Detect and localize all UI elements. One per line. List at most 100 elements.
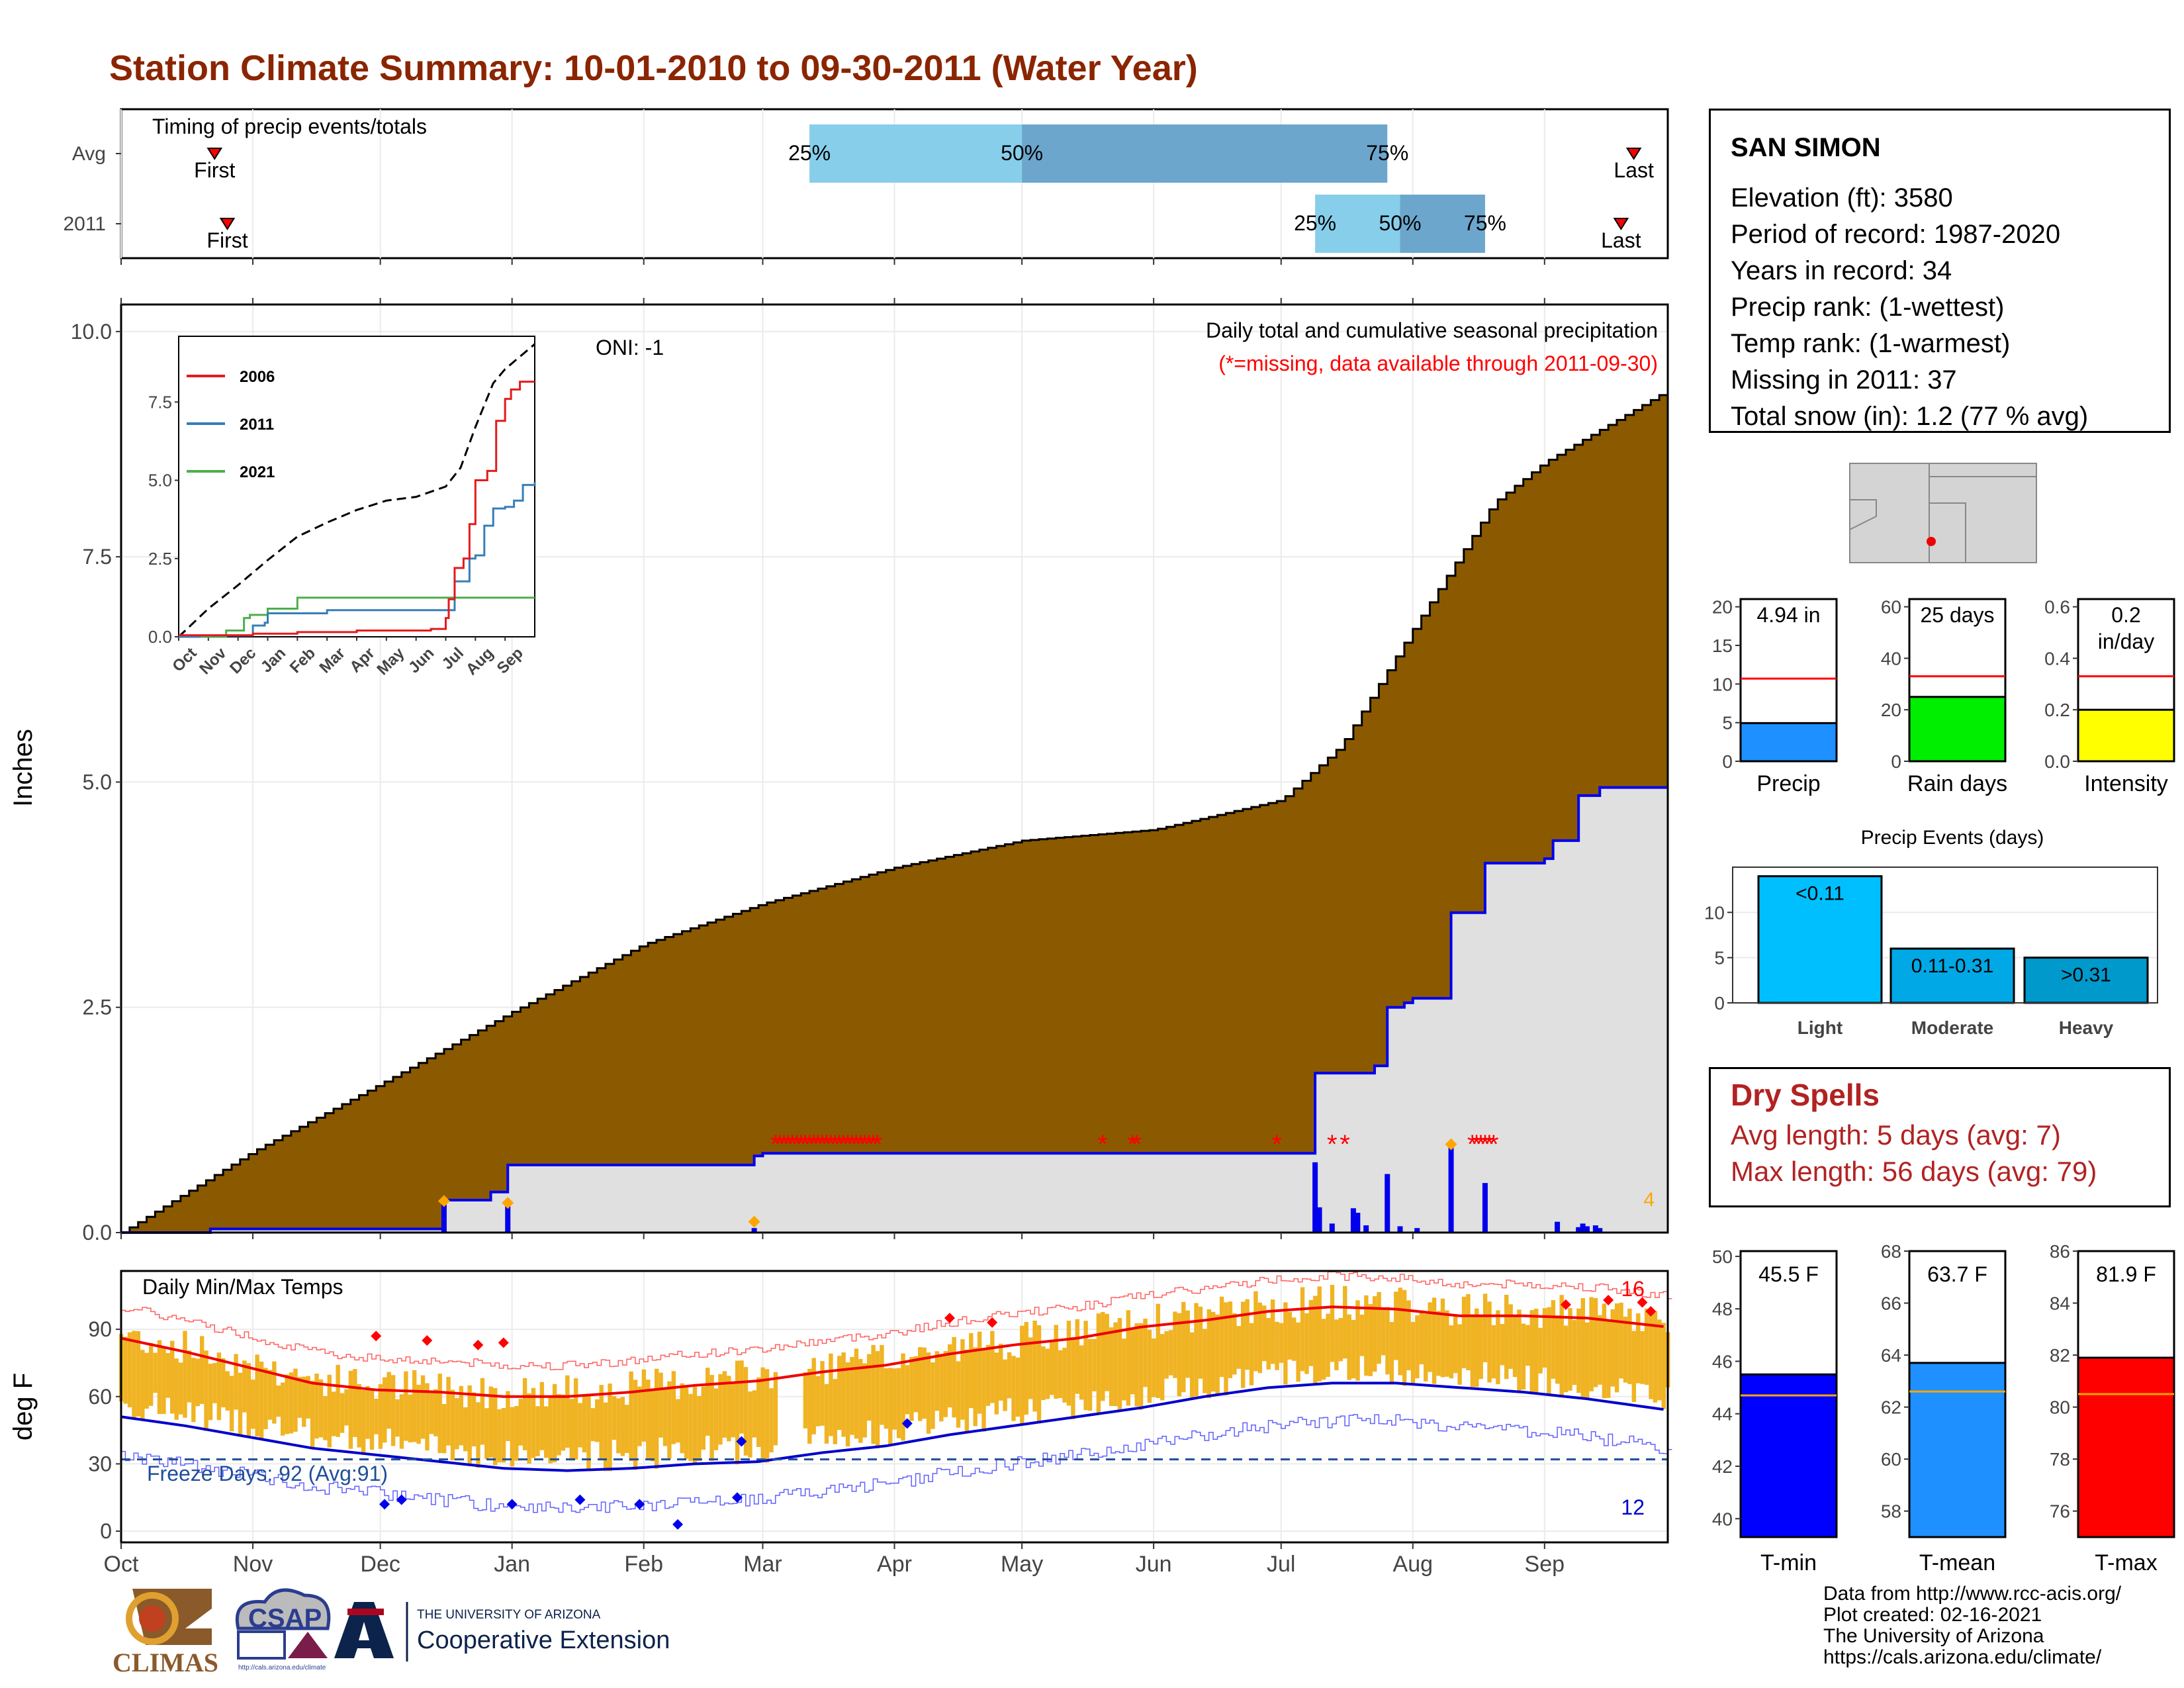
missing-day-marker: * — [783, 1130, 794, 1159]
daily-temp-range-bar — [999, 1343, 1003, 1401]
daily-temp-range-bar — [1449, 1325, 1453, 1379]
daily-temp-range-bar — [1164, 1331, 1169, 1379]
daily-temp-range-bar — [476, 1402, 480, 1468]
daily-temp-range-bar — [1083, 1321, 1088, 1411]
inset-legend-label: 2006 — [240, 368, 275, 386]
daily-temp-range-bar — [276, 1385, 281, 1417]
daily-precip-bar — [1355, 1213, 1361, 1233]
daily-precip-bar — [1350, 1208, 1356, 1233]
tmin-gauge-axis-label: T-min — [1760, 1550, 1817, 1575]
missing-day-marker: * — [868, 1130, 879, 1159]
daily-temp-range-bar — [960, 1339, 965, 1420]
daily-temp-range-bar — [1279, 1323, 1284, 1363]
daily-temp-range-bar — [981, 1350, 986, 1432]
daily-temp-range-bar — [1661, 1323, 1666, 1409]
daily-temp-range-bar — [896, 1368, 901, 1438]
daily-temp-range-bar — [437, 1374, 442, 1454]
missing-day-marker: * — [1488, 1130, 1499, 1159]
daily-temp-range-bar — [259, 1361, 264, 1439]
daily-temp-range-bar — [1101, 1312, 1105, 1401]
daily-temp-range-bar — [871, 1344, 876, 1444]
daily-temp-range-bar — [165, 1352, 171, 1398]
daily-temp-range-bar — [866, 1354, 872, 1421]
intensity-gauge-tick-label: 0.2 — [2044, 700, 2070, 720]
record-high-marker — [371, 1331, 382, 1342]
daily-temp-range-bar — [1308, 1299, 1314, 1366]
daily-temp-range-bar — [833, 1379, 838, 1444]
csap-url: http://cals.arizona.edu/climate — [238, 1664, 326, 1671]
missing-day-marker: * — [796, 1130, 806, 1159]
daily-temp-range-bar — [336, 1364, 340, 1437]
station-name: SAN SIMON — [1731, 133, 1881, 162]
dry-spells-box: Dry Spells Avg length: 5 days (avg: 7) M… — [1709, 1067, 2171, 1207]
record-high-line — [121, 1271, 1672, 1370]
daily-temp-range-bar — [1504, 1294, 1509, 1380]
intensity-gauge-tick-label: 0.4 — [2044, 648, 2070, 669]
daily-temp-range-bar — [522, 1378, 527, 1450]
daily-precip-bar — [751, 1228, 757, 1233]
climas-logo: CLIMAS — [113, 1589, 218, 1675]
station-location-dot — [1927, 537, 1936, 546]
daily-temp-range-bar — [1249, 1323, 1254, 1385]
logos: CLIMAS CSAP http://cals.arizona.edu/clim… — [113, 1588, 670, 1675]
daily-temp-range-bar — [314, 1374, 319, 1439]
daily-temp-range-bar — [1568, 1308, 1572, 1391]
daily-temp-range-bar — [1109, 1327, 1114, 1406]
daily-temp-range-bar — [1436, 1311, 1441, 1376]
daily-temp-range-bar — [484, 1408, 489, 1460]
daily-temp-range-bar — [1015, 1357, 1021, 1417]
daily-temp-range-bar — [1479, 1317, 1483, 1380]
daily-temp-range-bar — [1614, 1303, 1619, 1393]
daily-temp-range-bar — [221, 1358, 226, 1407]
daily-temp-range-bar — [1649, 1311, 1653, 1399]
daily-temp-range-bar — [1330, 1285, 1335, 1362]
daily-temp-range-bar — [659, 1372, 663, 1438]
daily-temp-range-bar — [187, 1350, 192, 1403]
intensity-gauge-tick-label: 0.6 — [2044, 597, 2070, 618]
missing-day-marker: * — [792, 1130, 802, 1159]
daily-temp-range-bar — [1020, 1325, 1024, 1426]
daily-temp-range-bar — [1228, 1301, 1233, 1378]
daily-precip-bar — [1363, 1225, 1369, 1233]
daily-temp-range-bar — [518, 1399, 523, 1446]
record-low-marker — [506, 1499, 518, 1510]
precip-corner-count: 4 — [1643, 1189, 1655, 1211]
daily-temp-range-bar — [1240, 1301, 1246, 1388]
daily-temp-range-bar — [1466, 1294, 1471, 1370]
daily-temp-range-bar — [820, 1361, 825, 1426]
daily-temp-range-bar — [1606, 1319, 1611, 1398]
precip-total-gauge-tick-label: 5 — [1722, 713, 1733, 733]
daily-precip-bar — [1592, 1225, 1598, 1233]
station-period: Period of record: 1987-2020 — [1731, 220, 2061, 249]
daily-temp-range-bar — [480, 1378, 485, 1445]
daily-temp-range-bar — [1563, 1325, 1569, 1393]
intensity-gauge-bar — [2077, 708, 2175, 763]
missing-day-marker: * — [774, 1130, 785, 1159]
daily-temp-range-bar — [1257, 1302, 1263, 1374]
precip-y-tick-label: 0.0 — [83, 1221, 112, 1244]
timing-row-label: Avg — [72, 143, 106, 165]
rain-days-gauge-bar — [1908, 696, 2007, 763]
snow-marker — [502, 1197, 514, 1209]
daily-temp-range-bar — [455, 1397, 459, 1450]
daily-temp-range-bar — [697, 1395, 702, 1461]
daily-temp-range-bar — [637, 1386, 642, 1446]
daily-temp-range-bar — [1087, 1338, 1093, 1411]
daily-temp-range-bar — [1355, 1300, 1360, 1381]
daily-temp-range-bar — [701, 1386, 705, 1450]
daily-temp-range-bar — [850, 1356, 854, 1435]
daily-temp-range-bar — [1364, 1295, 1369, 1376]
daily-temp-range-bar — [1487, 1301, 1492, 1383]
daily-temp-range-bar — [1011, 1356, 1016, 1421]
daily-temp-range-bar — [1066, 1321, 1071, 1406]
daily-temp-range-bar — [1122, 1338, 1126, 1401]
inset-legend-label: 2011 — [240, 416, 274, 434]
missing-day-marker: * — [1132, 1130, 1142, 1159]
daily-temp-range-bar — [1402, 1289, 1407, 1386]
daily-temp-range-bar — [318, 1379, 324, 1438]
daily-temp-range-bar — [378, 1384, 383, 1449]
tmax-gauge-tick-label: 84 — [2050, 1293, 2070, 1314]
inset-legend-label: 2021 — [240, 463, 275, 481]
daily-precip-bar — [1312, 1162, 1318, 1233]
daily-temp-range-bar — [263, 1368, 268, 1429]
